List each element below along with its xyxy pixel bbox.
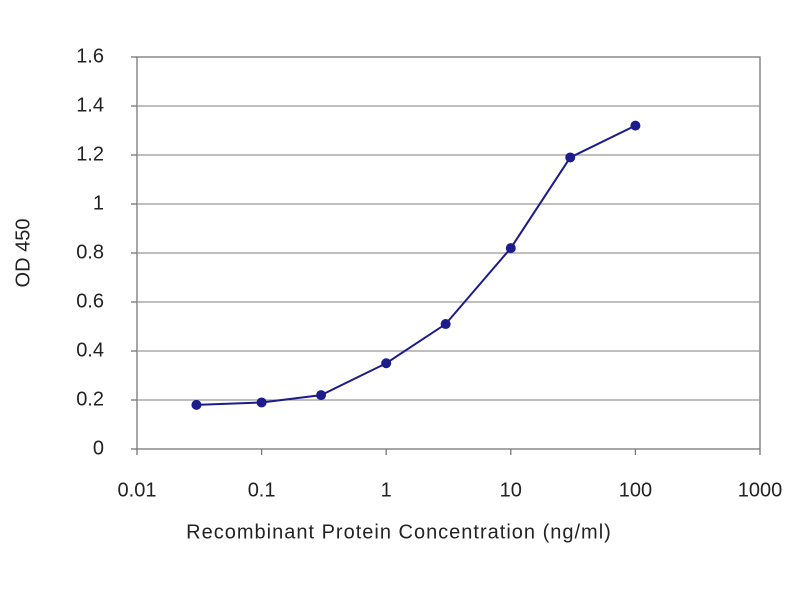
y-tick-label: 1.2 [76, 143, 104, 165]
y-tick-label: 0.6 [76, 290, 104, 312]
y-tick-label: 0 [93, 437, 104, 459]
data-point [630, 120, 641, 131]
data-point [381, 358, 392, 369]
y-tick-label: 0.2 [76, 388, 104, 410]
x-axis-title: Recombinant Protein Concentration (ng/ml… [186, 521, 612, 543]
y-axis-title: OD 450 [12, 219, 34, 288]
y-tick-label: 1.6 [76, 45, 104, 67]
x-tick-label: 1000 [738, 479, 783, 501]
y-tick-label: 0.8 [76, 241, 104, 263]
data-point [565, 152, 576, 163]
y-tick-label: 0.4 [76, 339, 104, 361]
data-point [256, 397, 267, 408]
data-point [316, 390, 327, 401]
x-tick-label: 10 [500, 479, 522, 501]
x-tick-label: 100 [619, 479, 652, 501]
x-tick-label: 0.01 [118, 479, 157, 501]
data-point [505, 243, 516, 254]
series-line [196, 124, 636, 406]
y-tick-label: 1 [93, 192, 104, 214]
y-tick-label: 1.4 [76, 94, 104, 116]
data-point [440, 319, 451, 330]
x-tick-label: 1 [381, 479, 392, 501]
data-point [191, 399, 202, 410]
x-tick-label: 0.1 [248, 479, 276, 501]
